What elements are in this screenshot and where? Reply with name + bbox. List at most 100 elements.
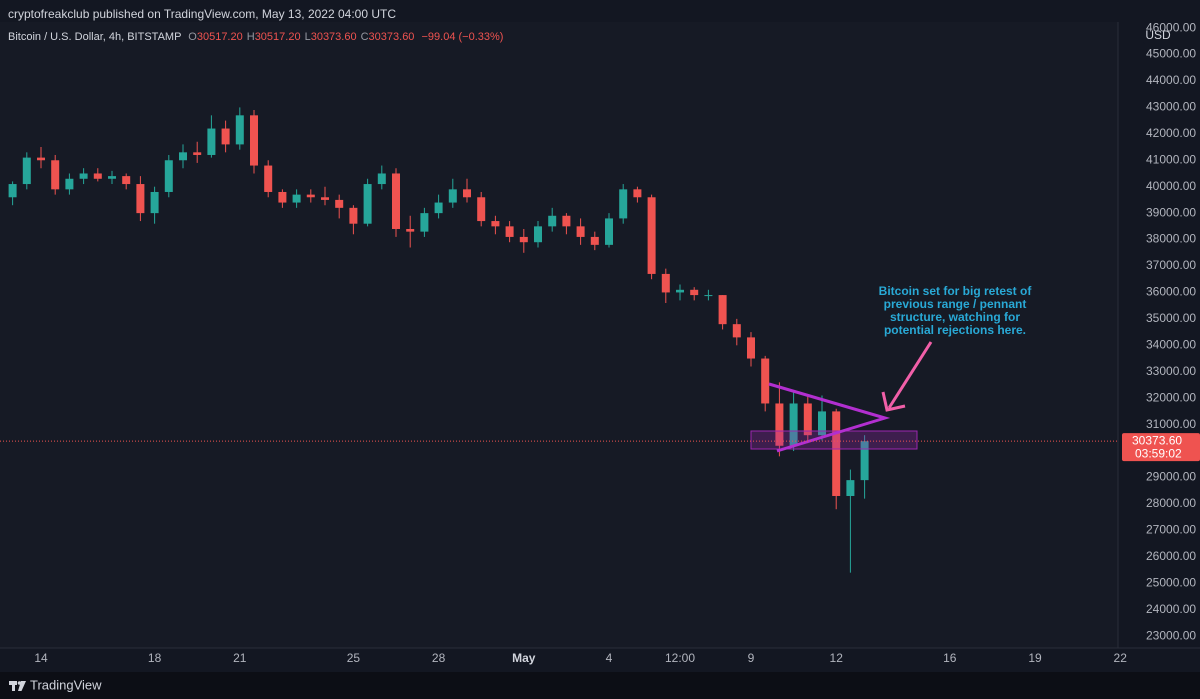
y-tick-label: 41000.00: [1146, 152, 1196, 166]
candle-body: [562, 215, 571, 227]
candle-body: [477, 197, 486, 222]
candle-body: [377, 173, 386, 185]
x-tick-label: 21: [233, 651, 247, 665]
symbol: Bitcoin / U.S. Dollar, 4h, BITSTAMP: [8, 31, 182, 43]
candle-body: [448, 189, 457, 203]
last-price-box: [1122, 433, 1200, 462]
candle-body: [463, 189, 471, 198]
ohlc-value: 30373.60: [310, 31, 357, 43]
y-tick-label: 36000.00: [1146, 285, 1196, 299]
x-tick-label: 22: [1114, 651, 1128, 665]
candle-body: [519, 236, 528, 243]
ohlc-key: H: [246, 31, 255, 43]
x-tick-label: 9: [748, 651, 755, 665]
candle-body: [818, 411, 826, 436]
candle-body: [434, 202, 443, 214]
candle-body: [136, 184, 145, 214]
y-tick-label: 42000.00: [1146, 126, 1196, 140]
y-tick-label: 31000.00: [1146, 417, 1196, 431]
candle-body: [704, 295, 713, 297]
change: −99.04 (−0.33%): [421, 31, 504, 43]
x-tick-label: May: [512, 651, 536, 665]
candle-body: [108, 176, 116, 179]
ohlc-value: 30517.20: [196, 31, 243, 43]
candle-body: [548, 215, 557, 227]
candle-body: [732, 324, 741, 338]
plot-area: [0, 22, 1118, 648]
candle-body: [534, 226, 542, 243]
footer-bar: [0, 672, 1200, 699]
last-price-label: 30373.60: [1132, 433, 1182, 447]
candle-body: [292, 194, 301, 203]
y-tick-label: 26000.00: [1146, 549, 1196, 563]
x-tick-label: 14: [34, 651, 48, 665]
y-tick-label: 25000.00: [1146, 575, 1196, 589]
candle-body: [150, 191, 159, 214]
candle-body: [264, 165, 273, 192]
x-tick-label: 4: [606, 651, 613, 665]
candle-body: [278, 191, 287, 203]
x-tick-label: 25: [347, 651, 361, 665]
candle-body: [619, 189, 628, 219]
candle-body: [363, 184, 372, 224]
candle-body: [803, 403, 812, 436]
y-tick-label: 44000.00: [1146, 73, 1196, 87]
ohlc-key: L: [304, 31, 311, 43]
candle-body: [690, 289, 699, 296]
candle-body: [633, 189, 642, 198]
candle-body: [193, 152, 202, 155]
symbol-line: Bitcoin / U.S. Dollar, 4h, BITSTAMP O305…: [8, 31, 503, 43]
candle-body: [164, 160, 173, 192]
candle-body: [221, 128, 230, 145]
candle-body: [789, 403, 798, 446]
candle-body: [718, 295, 727, 325]
candle-body: [8, 184, 17, 198]
y-tick-label: 27000.00: [1146, 523, 1196, 537]
published-line: cryptofreakclub published on TradingView…: [8, 7, 396, 21]
candle-body: [93, 173, 102, 179]
candle-body: [576, 226, 585, 237]
y-tick-label: 38000.00: [1146, 232, 1196, 246]
annotation-line: previous range / pennant: [884, 297, 1027, 311]
candle-body: [832, 411, 841, 496]
candle-body: [761, 358, 770, 404]
arrow: [887, 341, 933, 409]
x-tick-label: 28: [432, 651, 446, 665]
candle-body: [349, 207, 358, 224]
y-tick-label: 46000.00: [1146, 20, 1196, 34]
countdown: 03:59:02: [1135, 446, 1182, 460]
y-tick-label: 34000.00: [1146, 337, 1196, 351]
x-tick-label: 18: [148, 651, 162, 665]
candle-body: [65, 178, 74, 190]
currency-box: [1143, 27, 1173, 44]
y-tick-label: 24000.00: [1146, 602, 1196, 616]
candle-body: [420, 213, 429, 232]
candle-body: [860, 441, 869, 481]
y-tick-label: 23000.00: [1146, 628, 1196, 642]
annotation-line: potential rejections here.: [884, 323, 1026, 337]
ohlc-key: O: [188, 31, 197, 43]
pennant-drawing: [768, 382, 891, 453]
arrow-head: [881, 391, 906, 412]
candle-body: [306, 194, 315, 198]
candle-body: [647, 197, 656, 274]
candle-body: [207, 128, 216, 155]
x-tick-label: 16: [943, 651, 957, 665]
candle-body: [491, 221, 500, 227]
y-tick-label: 35000.00: [1146, 311, 1196, 325]
ohlc-value: 30373.60: [368, 31, 415, 43]
currency-label: USD: [1145, 28, 1171, 42]
candle-body: [605, 218, 613, 245]
candle-body: [51, 160, 60, 190]
brand: TradingView: [30, 677, 102, 692]
candle-body: [22, 157, 31, 185]
candle-body: [37, 157, 45, 161]
candle-body: [392, 173, 400, 229]
candles: [8, 107, 869, 573]
candle-body: [590, 236, 599, 245]
x-tick-label: 19: [1028, 651, 1042, 665]
candle-body: [321, 197, 329, 200]
candle-body: [235, 115, 244, 145]
